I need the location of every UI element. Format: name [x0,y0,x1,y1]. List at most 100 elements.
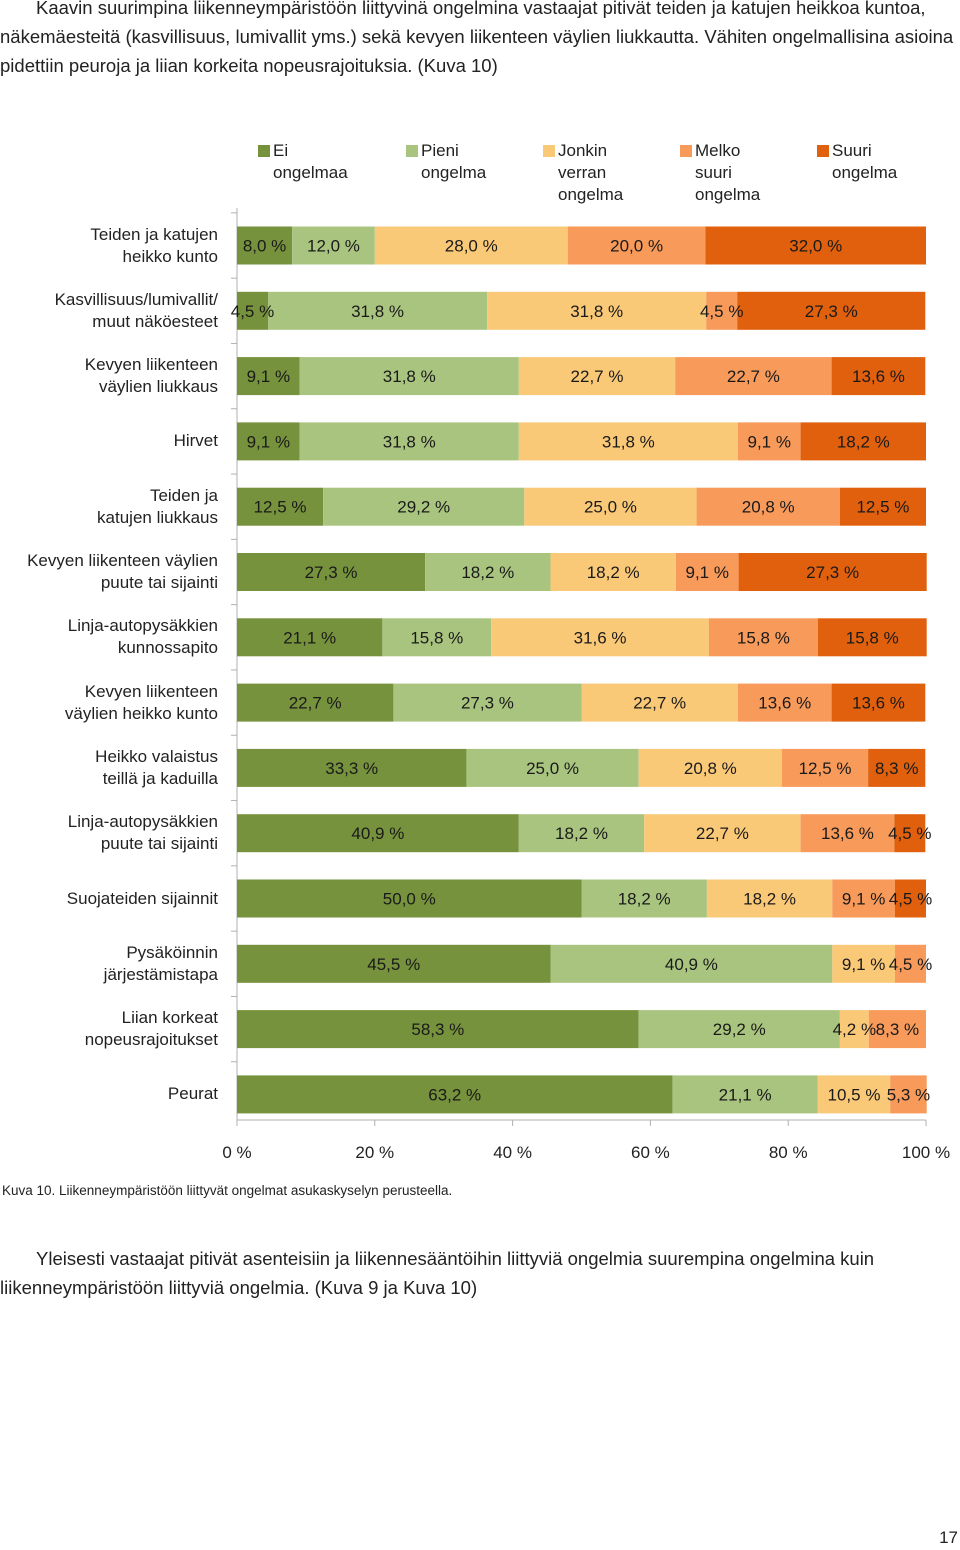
data-label: 15,8 % [737,628,790,647]
bar-segment [890,1075,927,1114]
bar-segment [894,814,926,853]
bar-segment [466,748,639,787]
category-label: Hirvet [173,431,218,451]
bar-row: 45,5 % 40,9 % 9,1 % 4,5 % [237,944,932,983]
data-label: 20,8 % [684,759,737,778]
data-label: 50,0 % [383,890,436,909]
bar-row: 63,2 % 21,1 % 10,5 % 5,3 % [237,1075,930,1114]
x-tick-label: 100 % [902,1143,950,1162]
bar-segment [567,226,706,265]
bar-segment [831,357,926,396]
bar-segment [299,422,519,461]
bar-segment [706,291,738,330]
data-label: 13,6 % [821,824,874,843]
data-label: 31,6 % [574,628,627,647]
category-label: Linja-autopysäkkien puute tai sijainti [67,812,218,854]
bar-segment [675,357,832,396]
category-label: Kasvillisuus/lumivallit/muut näköesteet [54,289,218,331]
data-label: 31,8 % [351,302,404,321]
legend-label: Jonkin verran ongelma [558,141,624,204]
legend-label: Melko suuri ongelma [695,141,761,204]
x-tick-label: 20 % [355,1143,394,1162]
data-label: 13,6 % [852,694,905,713]
bar-segment [237,357,300,396]
data-label: 5,3 % [887,1085,930,1104]
bar-segment [237,683,394,722]
bar-segment [831,683,926,722]
bar-row: 27,3 % 18,2 % 18,2 % 9,1 % 27,3 % [237,553,927,591]
bar-segment [705,226,926,265]
data-label: 45,5 % [367,955,420,974]
data-label: 15,8 % [410,628,463,647]
category-label: Liian korkeat nopeusrajoitukset [84,1008,218,1050]
data-label: 22,7 % [633,694,686,713]
bar-segment [237,1075,673,1114]
data-label: 27,3 % [806,563,859,582]
data-label: 12,5 % [856,498,909,517]
legend-swatch [406,145,418,157]
data-label: 13,6 % [758,694,811,713]
data-label: 31,8 % [570,302,623,321]
bar-segment [237,618,383,657]
bar-segment [268,291,488,330]
bar-segment [832,879,895,918]
bar-segment [491,618,709,657]
legend-swatch [817,145,829,157]
data-label: 13,6 % [852,367,905,386]
data-label: 9,1 % [247,367,290,386]
data-label: 25,0 % [526,759,579,778]
data-label: 25,0 % [584,498,637,517]
data-label: 18,2 % [743,890,796,909]
bar-segment [425,553,551,591]
bar-segment [800,814,895,853]
data-label: 18,2 % [618,890,671,909]
bar-segment [524,487,697,526]
bar-segment [894,879,926,918]
data-label: 21,1 % [719,1085,772,1104]
category-label: Teiden ja katujen heikko kunto [90,224,218,266]
bar-segment [737,683,832,722]
bar-segment [550,944,833,983]
data-label: 18,2 % [555,824,608,843]
data-label: 29,2 % [713,1020,766,1039]
stacked-bar-chart: 0 % 20 % 40 % 60 % 80 % 100 % 8,0 % 12,0 % 28,0 … [0,120,960,1180]
bar-segment [518,814,645,853]
data-label: 27,3 % [805,302,858,321]
data-label: 31,8 % [602,432,655,451]
data-label: 4,5 % [231,302,274,321]
data-label: 22,7 % [289,694,342,713]
bar-segment [487,291,707,330]
bar-segment [518,357,676,396]
bar-segment [839,487,926,526]
data-label: 9,1 % [842,890,885,909]
bar-row: 40,9 % 18,2 % 22,7 % 13,6 % 4,5 % [237,814,932,853]
bar-segment [581,879,707,918]
outro-paragraph: Yleisesti vastaajat pitivät asenteisiin … [0,1244,958,1302]
data-label: 22,7 % [727,367,780,386]
data-label: 8,3 % [875,759,918,778]
data-label: 22,7 % [696,824,749,843]
bar-segment [817,1075,891,1114]
category-label: Suojateiden sijainnit [66,888,218,908]
bar-segment [323,487,525,526]
legend-swatch [680,145,692,157]
data-label: 27,3 % [461,694,514,713]
bar-segment [299,357,519,396]
data-label: 4,5 % [888,824,931,843]
figure-caption: Kuva 10. Liikenneympäristöön liittyvät o… [2,1183,453,1198]
data-label: 8,0 % [243,237,286,256]
bar-segment [292,226,375,265]
bar-segment [518,422,738,461]
bar-segment [237,944,551,983]
data-label: 9,1 % [247,432,290,451]
x-tick-label: 0 % [222,1143,251,1162]
bar-segment [832,944,895,983]
data-label: 40,9 % [665,955,718,974]
page-number: 17 [939,1528,958,1547]
data-label: 9,1 % [686,563,729,582]
category-label: Peurat [167,1084,218,1104]
legend-swatch [258,145,270,157]
category-label: Pysäköinnin järjestämistapa [103,942,218,984]
data-label: 18,2 % [837,432,890,451]
data-label: 18,2 % [587,563,640,582]
